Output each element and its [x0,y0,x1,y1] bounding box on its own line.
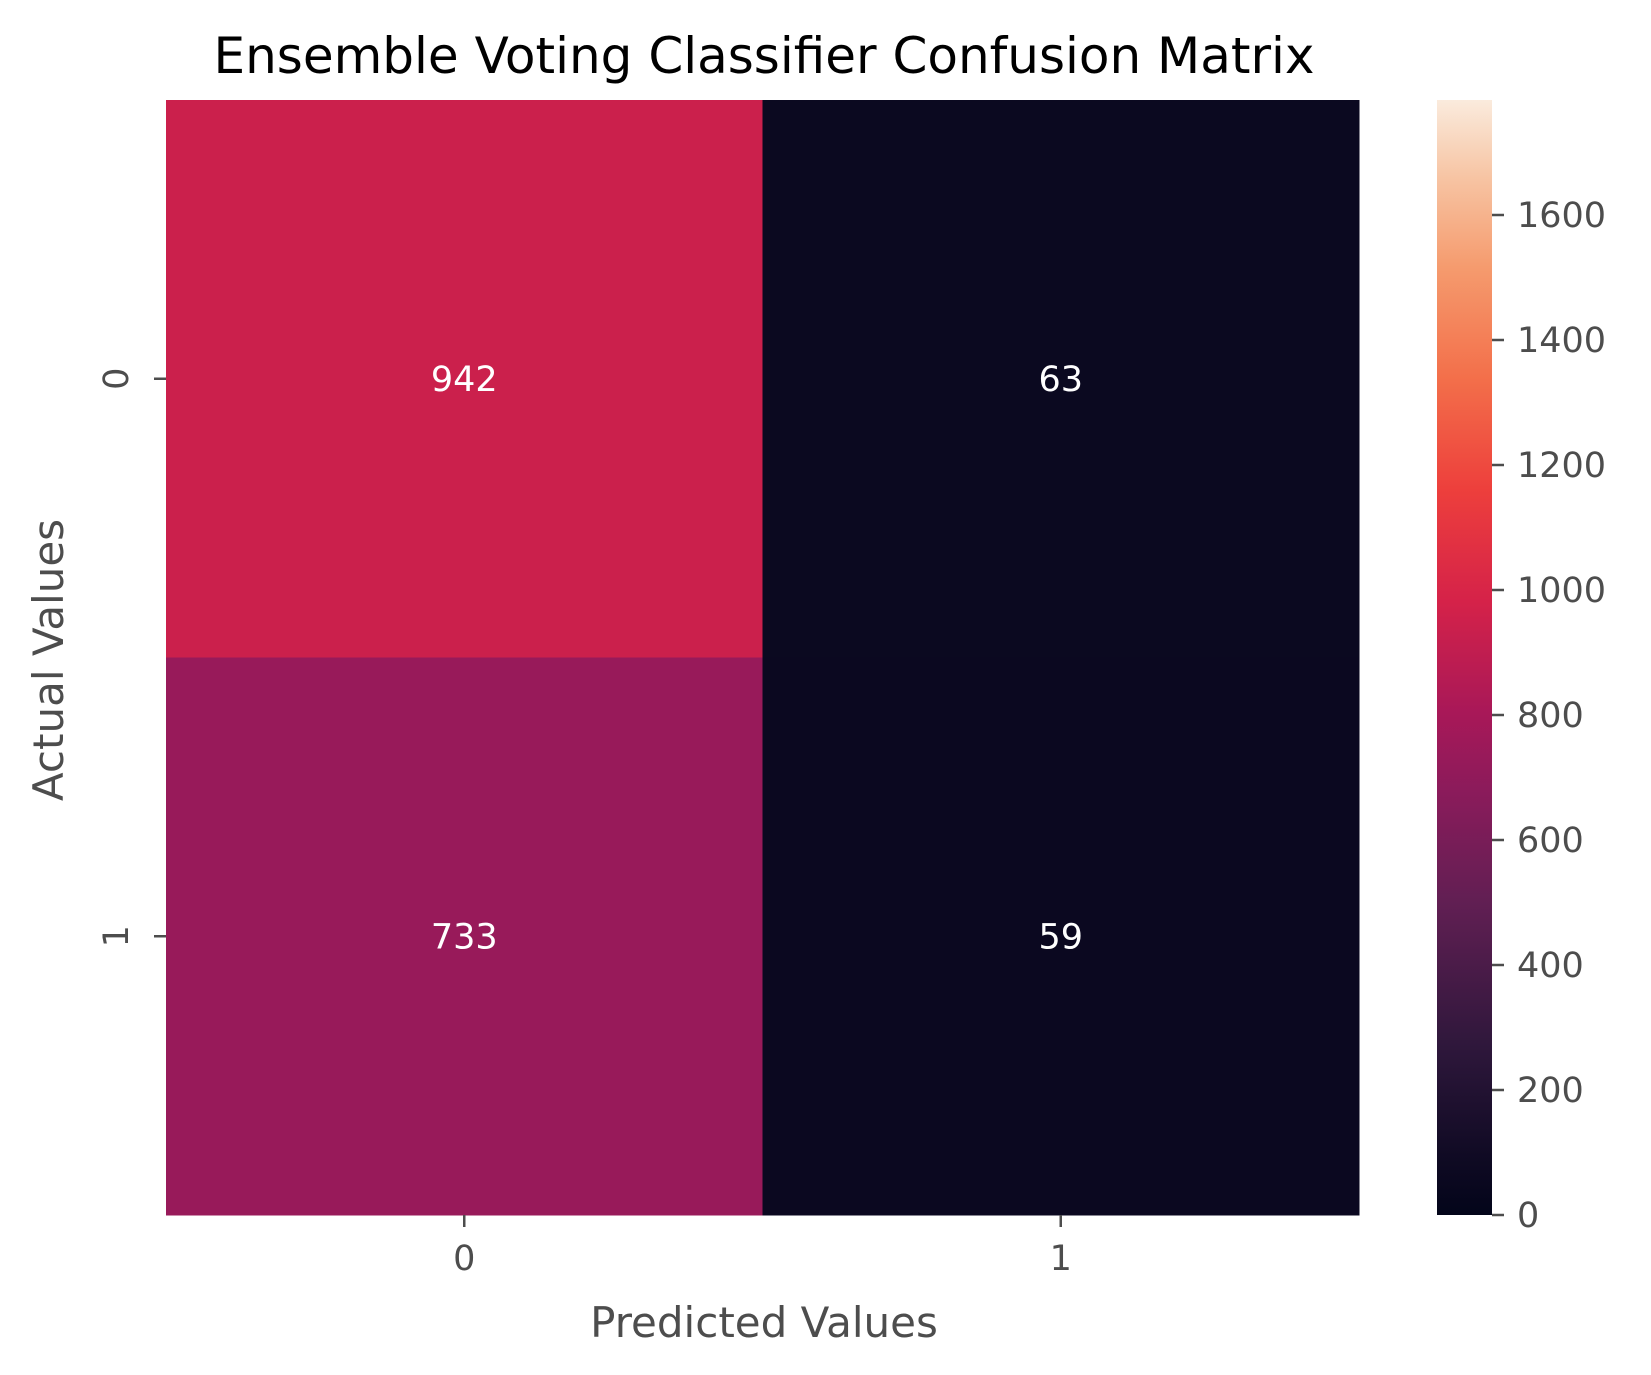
colorbar-tick-label: 1000 [1517,571,1606,611]
y-axis-ticks: 01 [97,368,166,947]
x-tick-label: 1 [1050,1239,1072,1279]
cell-value-label: 59 [1038,917,1083,957]
colorbar-tick-label: 1600 [1517,196,1606,236]
chart-title: Ensemble Voting Classifier Confusion Mat… [214,27,1315,85]
colorbar [1437,100,1492,1215]
colorbar-tick-label: 0 [1517,1196,1539,1236]
cell-value-label: 733 [431,917,498,957]
colorbar-tick-label: 400 [1517,946,1584,986]
colorbar-tick-label: 600 [1517,821,1584,861]
colorbar-tick-label: 1400 [1517,321,1606,361]
cell-value-label: 942 [431,360,498,400]
heatmap-cell [166,657,763,1216]
heatmap-cell [762,100,1360,658]
x-axis-label: Predicted Values [590,1298,938,1347]
colorbar-tick-label: 200 [1517,1071,1584,1111]
y-tick-label: 0 [97,368,137,390]
x-tick-label: 0 [453,1239,475,1279]
colorbar-tick-label: 800 [1517,696,1584,736]
heatmap-cell [762,657,1360,1216]
colorbar-ticks: 0 200 400 600 800 1000 1200 1400 1600 [1492,196,1606,1236]
heatmap-cells: 942 63 733 59 [166,100,1360,1216]
y-axis-label: Actual Values [24,519,73,801]
y-tick-label: 1 [97,925,137,947]
colorbar-tick-label: 1200 [1517,446,1606,486]
heatmap-cell [166,100,763,658]
cell-value-label: 63 [1038,360,1083,400]
